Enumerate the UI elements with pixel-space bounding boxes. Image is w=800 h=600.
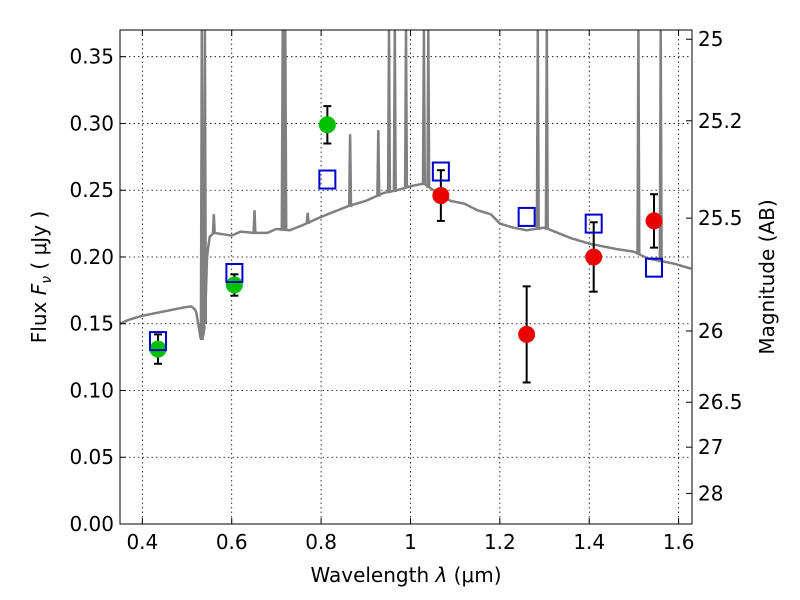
model-flux-square xyxy=(517,206,536,227)
x-tick-label: 0.4 xyxy=(126,530,158,554)
model-flux-square xyxy=(431,161,450,182)
x-axis-label: Wavelength λ (μm) xyxy=(310,563,501,587)
x-axis: 0.4 0.6 0.8 1 1.2 1.4 1.6 xyxy=(126,30,695,554)
model-flux-square xyxy=(225,262,244,283)
y2-tick-label: 25.2 xyxy=(698,109,743,133)
y-axis-label: Flux Fν ( μJy ) xyxy=(27,211,55,343)
x-tick-label: 1.2 xyxy=(484,530,516,554)
y2-tick-label: 27 xyxy=(698,435,723,459)
y-tick-label: 0.30 xyxy=(69,111,114,135)
data-points xyxy=(148,105,664,384)
y-tick-label: 0.05 xyxy=(69,445,114,469)
optical-flux-point xyxy=(225,276,243,294)
y-axis: 0.00 0.05 0.10 0.15 0.20 0.25 0.30 0.35 xyxy=(69,45,126,536)
y2-tick-label: 26.5 xyxy=(698,390,743,414)
x-tick-label: 1 xyxy=(404,530,417,554)
y2-tick-label: 25 xyxy=(698,27,723,51)
nir-flux-point xyxy=(645,212,663,230)
y-tick-label: 0.25 xyxy=(69,178,114,202)
nir-flux-point xyxy=(585,248,603,266)
y2-tick-label: 25.5 xyxy=(698,206,743,230)
model-flux-square xyxy=(645,257,664,278)
model-spectrum xyxy=(120,30,692,340)
model-flux-square xyxy=(318,169,337,190)
y2-axis: 25 25.2 25.5 26 26.5 27 28 xyxy=(686,27,743,505)
y2-axis-label: Magnitude (AB) xyxy=(755,199,779,354)
x-tick-label: 0.8 xyxy=(305,530,337,554)
y-tick-label: 0.20 xyxy=(69,245,114,269)
model-flux-square xyxy=(584,213,603,234)
x-tick-label: 0.6 xyxy=(216,530,248,554)
nir-flux-point xyxy=(518,325,536,343)
model-flux-square xyxy=(148,331,167,352)
nir-flux-point xyxy=(432,187,450,205)
y-tick-label: 0.10 xyxy=(69,378,114,402)
y-tick-label: 0.35 xyxy=(69,45,114,69)
x-tick-label: 1.4 xyxy=(573,530,605,554)
optical-flux-point xyxy=(318,116,336,134)
model-spectrum-line xyxy=(120,30,692,340)
y2-tick-label: 28 xyxy=(698,481,723,505)
x-tick-label: 1.6 xyxy=(663,530,695,554)
y-tick-label: 0.00 xyxy=(69,512,114,536)
y2-tick-label: 26 xyxy=(698,319,723,343)
plot-frame xyxy=(119,29,693,525)
y-tick-label: 0.15 xyxy=(69,312,114,336)
